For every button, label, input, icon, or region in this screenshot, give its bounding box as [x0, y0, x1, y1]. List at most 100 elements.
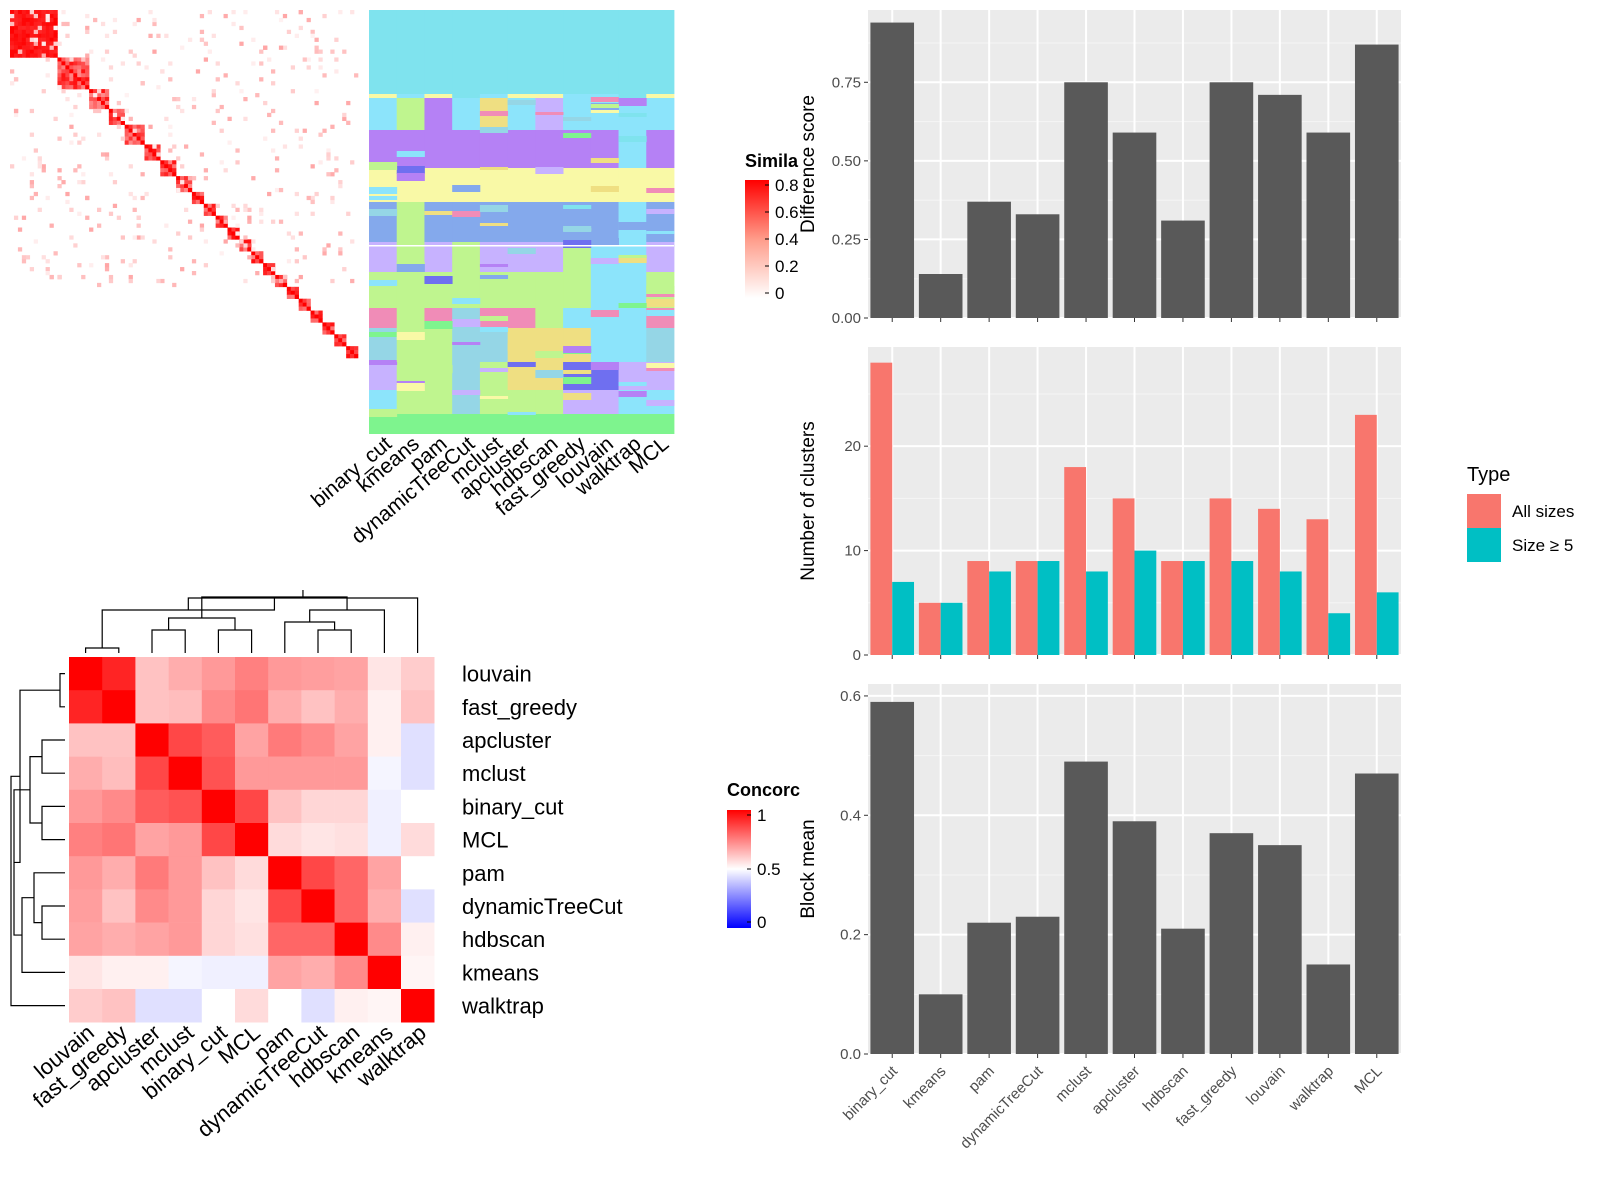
- similarity-cell: [278, 282, 284, 288]
- concordance-cell: [102, 789, 136, 824]
- similarity-cell: [199, 195, 205, 201]
- similarity-cell: [25, 45, 31, 50]
- bar: [1306, 964, 1351, 1054]
- similarity-cell: [77, 69, 82, 74]
- similarity-cell: [33, 41, 38, 46]
- similarity-cell: [251, 259, 256, 264]
- similarity-cell: [136, 128, 141, 133]
- bar: [1134, 550, 1157, 655]
- similarity-cell: [168, 124, 173, 129]
- concordance-left-dendrogram: [10, 673, 65, 1007]
- concordance-cell: [301, 789, 335, 824]
- similarity-cell: [85, 65, 90, 70]
- similarity-cell: [73, 168, 78, 173]
- membership-cell: [507, 202, 536, 242]
- similarity-cell: [124, 93, 129, 98]
- membership-cell: [590, 258, 619, 264]
- similarity-cell: [290, 286, 296, 292]
- similarity-cell: [282, 282, 288, 288]
- similarity-cell: [37, 25, 42, 31]
- similarity-cell: [350, 354, 355, 359]
- membership-cell: [424, 321, 453, 329]
- similarity-cell: [13, 215, 19, 220]
- y-tick-label: 0.6: [840, 688, 861, 705]
- similarity-cell: [290, 89, 296, 94]
- similarity-cell: [219, 104, 224, 110]
- y-tick-label: 0.2: [840, 927, 861, 944]
- similarity-cell: [314, 310, 319, 315]
- similarity-cell: [33, 49, 38, 54]
- dendrogram-branch: [284, 621, 336, 653]
- similarity-cell: [37, 49, 42, 54]
- bar: [1258, 845, 1302, 1054]
- similarity-cell: [235, 235, 240, 240]
- membership-cell: [646, 328, 675, 362]
- similarity-cell: [199, 29, 205, 35]
- similarity-cell: [25, 13, 31, 19]
- similarity-cell: [199, 13, 205, 19]
- similarity-cell: [13, 25, 19, 31]
- similarity-cell: [243, 10, 248, 15]
- similarity-cell: [104, 93, 110, 98]
- bar: [1354, 414, 1377, 655]
- membership-cell: [563, 117, 592, 121]
- similarity-cell: [286, 294, 292, 299]
- bar: [892, 581, 915, 655]
- similarity-cell: [286, 29, 292, 35]
- similarity-cell: [85, 73, 90, 78]
- concordance-cell: [201, 690, 236, 724]
- similarity-cell: [215, 219, 220, 224]
- similarity-cell: [318, 49, 323, 54]
- membership-cell: [535, 308, 564, 328]
- similarity-cell: [176, 187, 181, 193]
- membership-cell: [424, 390, 453, 414]
- membership-cell: [618, 222, 647, 230]
- similarity-cell: [17, 25, 23, 31]
- similarity-cell: [342, 267, 347, 272]
- similarity-cell: [85, 29, 90, 35]
- similarity-cell: [354, 73, 359, 78]
- y-axis-label: Block mean: [798, 819, 819, 918]
- membership-cell: [396, 173, 425, 181]
- membership-cell: [535, 370, 564, 378]
- membership-cell: [535, 414, 564, 434]
- similarity-cell: [93, 93, 98, 98]
- similarity-cell: [33, 10, 38, 15]
- membership-cell: [535, 351, 564, 358]
- similarity-cell: [124, 136, 129, 141]
- similarity-cell: [37, 53, 42, 58]
- similarity-cell: [65, 73, 70, 78]
- bar: [1182, 561, 1205, 655]
- similarity-cell: [278, 219, 284, 224]
- membership-cell: [590, 414, 619, 434]
- bar: [1376, 592, 1399, 655]
- similarity-cell: [334, 168, 339, 173]
- similarity-cell: [53, 13, 58, 19]
- similarity-cell: [29, 172, 35, 177]
- similarity-cell: [10, 17, 15, 23]
- similarity-cell: [128, 191, 133, 197]
- similarity-cell: [69, 85, 74, 90]
- similarity-cell: [259, 207, 264, 212]
- membership-cell: [535, 10, 564, 94]
- concordance-row-label: hdbscan: [462, 927, 545, 952]
- concordance-cell: [367, 723, 402, 757]
- similarity-cell: [69, 207, 74, 212]
- similarity-cell: [255, 93, 260, 98]
- similarity-cell: [10, 25, 15, 31]
- similarity-cell: [263, 271, 268, 276]
- similarity-cell: [322, 330, 327, 335]
- concordance-cell: [367, 955, 402, 990]
- dendrogram-branch: [10, 775, 65, 1007]
- concordance-cell: [301, 823, 335, 857]
- concordance-cell: [235, 823, 269, 857]
- similarity-cell: [65, 57, 70, 62]
- similarity-cell: [33, 17, 38, 23]
- similarity-cell: [227, 227, 232, 232]
- similarity-cell: [49, 21, 54, 27]
- concordance-cell: [268, 756, 302, 791]
- membership-cell: [618, 98, 647, 106]
- similarity-cell: [156, 156, 161, 161]
- similarity-cell: [140, 132, 145, 137]
